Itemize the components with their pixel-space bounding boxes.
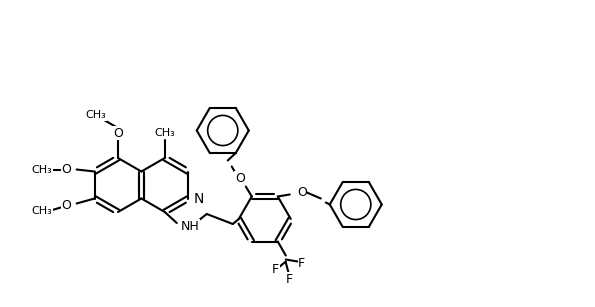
Text: N: N <box>193 192 203 205</box>
Text: CH₃: CH₃ <box>32 165 52 174</box>
Text: O: O <box>113 126 123 139</box>
Text: F: F <box>298 257 305 270</box>
Text: CH₃: CH₃ <box>86 110 107 120</box>
Text: F: F <box>272 263 279 276</box>
Text: O: O <box>62 199 71 212</box>
Text: F: F <box>286 273 293 286</box>
Text: CH₃: CH₃ <box>154 128 175 138</box>
Text: O: O <box>62 163 71 176</box>
Text: NH: NH <box>181 220 199 232</box>
Text: O: O <box>297 186 306 199</box>
Text: CH₃: CH₃ <box>32 205 52 216</box>
Text: O: O <box>235 172 245 185</box>
